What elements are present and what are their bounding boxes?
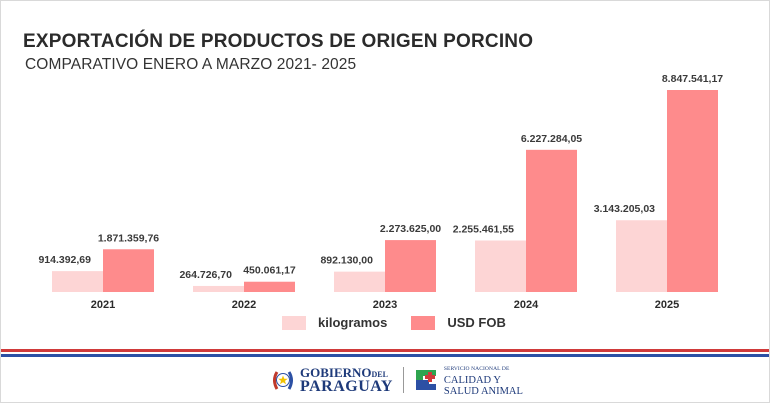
gov-text-del: DEL [371, 370, 388, 379]
chart-title: EXPORTACIÓN DE PRODUCTOS DE ORIGEN PORCI… [23, 31, 534, 52]
chart-subtitle: COMPARATIVO ENERO A MARZO 2021- 2025 [25, 56, 357, 73]
data-label-kilogramos-2023: 892.130,00 [320, 255, 373, 267]
senacsa-line2: SALUD ANIMAL [443, 385, 523, 397]
bar-usd-fob-2023 [385, 240, 436, 292]
bar-usd-fob-2025 [667, 90, 718, 292]
data-label-usd-fob-2025: 8.847.541,17 [662, 73, 723, 85]
bar-kilogramos-2024 [475, 240, 526, 292]
legend-swatch-usd-fob [411, 315, 436, 330]
bar-usd-fob-2021 [103, 249, 154, 292]
legend-label-usd-fob: USD FOB [447, 315, 506, 330]
data-label-kilogramos-2021: 914.392,69 [38, 254, 91, 266]
senacsa-small-text: SERVICIO NACIONAL DE [443, 365, 510, 372]
x-tick-label-2022: 2022 [232, 299, 256, 310]
x-tick-label-2021: 2021 [91, 299, 115, 310]
legend-swatch-kilogramos [282, 315, 306, 330]
flag-stripe-red [1, 349, 769, 352]
bar-kilogramos-2021 [52, 271, 103, 292]
paraguay-seal-icon [272, 368, 294, 392]
data-label-kilogramos-2022: 264.726,70 [179, 269, 232, 281]
data-label-usd-fob-2021: 1.871.359,76 [98, 232, 159, 244]
bar-kilogramos-2025 [616, 220, 667, 292]
legend-item-kilogramos: kilogramos [282, 315, 387, 330]
data-label-usd-fob-2022: 450.061,17 [243, 265, 296, 277]
gov-text-line2: PARAGUAY [300, 378, 393, 395]
bar-usd-fob-2024 [526, 149, 577, 292]
bar-kilogramos-2023 [334, 271, 385, 292]
gobierno-del-paraguay-logo: GOBIERNODEL PARAGUAY [300, 365, 393, 395]
legend-item-usd-fob: USD FOB [411, 315, 506, 330]
legend-label-kilogramos: kilogramos [318, 315, 388, 330]
flag-stripe-blue [1, 354, 769, 357]
bar-kilogramos-2022 [193, 285, 244, 292]
data-label-kilogramos-2024: 2.255.461,55 [453, 224, 514, 236]
senacsa-cross-icon [414, 368, 438, 392]
footer-logos: GOBIERNODEL PARAGUAY SERVICIO NACIONAL D… [272, 364, 523, 397]
bar-usd-fob-2022 [244, 281, 295, 292]
x-tick-label-2024: 2024 [514, 299, 539, 310]
data-label-usd-fob-2024: 6.227.284,05 [521, 133, 582, 145]
x-tick-label-2023: 2023 [373, 299, 397, 310]
senacsa-line1: CALIDAD Y [443, 374, 501, 386]
data-label-kilogramos-2025: 3.143.205,03 [594, 203, 655, 215]
legend: kilogramos USD FOB [282, 315, 530, 330]
gov-text-line1: GOBIERNO [300, 365, 372, 380]
bar-chart: 914.392,69 1.871.359,76 2021 264.726,70 450.… [38, 73, 723, 310]
data-label-usd-fob-2023: 2.273.625,00 [380, 223, 441, 235]
senacsa-logo-text: SERVICIO NACIONAL DE CALIDAD Y SALUD ANI… [444, 364, 523, 397]
x-tick-label-2025: 2025 [655, 299, 679, 310]
logo-divider [402, 367, 404, 393]
